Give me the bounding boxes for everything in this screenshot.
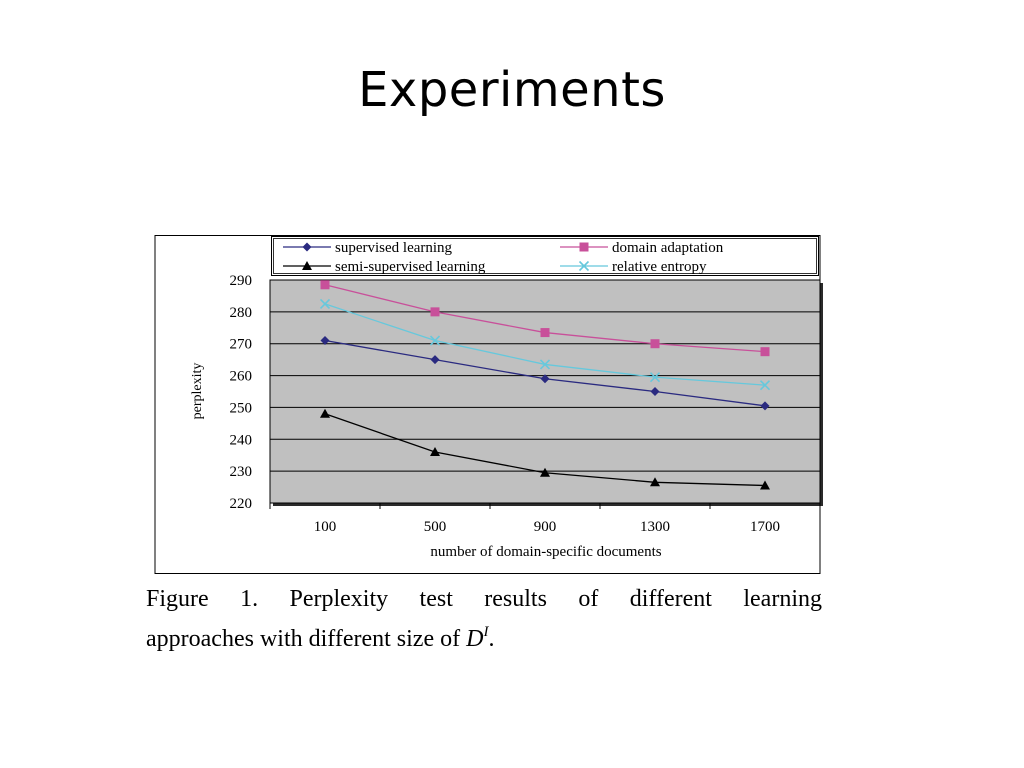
data-point: [539, 359, 551, 370]
data-point: [320, 336, 330, 346]
x-tick-label: 900: [534, 519, 557, 535]
slide-title: Experiments: [358, 62, 666, 118]
x-tick-label: 100: [314, 519, 337, 535]
legend-marker: [302, 242, 312, 252]
data-point: [650, 387, 660, 396]
legend-label: semi-supervised learning: [335, 259, 486, 275]
caption-line-2: approaches with different size of DI.: [146, 616, 822, 656]
data-point: [760, 347, 770, 357]
x-axis-label: number of domain-specific documents: [430, 544, 661, 560]
y-tick-label: 240: [230, 432, 253, 448]
data-point: [760, 480, 770, 490]
legend-label: domain adaptation: [612, 240, 724, 256]
caption-symbol: DI: [466, 624, 489, 652]
caption-word: Perplexity: [289, 586, 389, 612]
caption-text: approaches with different size of: [146, 626, 461, 652]
legend-label: supervised learning: [335, 240, 453, 256]
caption-line-1: Figure 1. Perplexity test results of different…: [146, 583, 822, 616]
data-point: [540, 328, 550, 338]
caption-word: Figure: [146, 586, 209, 612]
data-point: [759, 380, 771, 391]
legend-inner-border: [273, 238, 817, 274]
y-axis-label: perplexity: [190, 363, 205, 420]
caption-word: test: [419, 586, 453, 612]
legend-marker: [578, 260, 590, 272]
data-point: [429, 335, 441, 346]
y-tick-label: 270: [230, 337, 253, 353]
caption-word: different: [629, 586, 712, 612]
data-point: [760, 401, 770, 411]
y-tick-label: 290: [230, 273, 253, 289]
data-point: [320, 280, 330, 290]
data-point: [430, 447, 440, 457]
y-tick-label: 230: [230, 464, 253, 480]
data-point: [650, 477, 660, 487]
x-tick-label: 500: [424, 519, 447, 535]
caption-word: of: [578, 586, 599, 612]
y-tick-label: 250: [230, 400, 253, 416]
x-tick-label: 1700: [750, 519, 780, 535]
x-tick-label: 1300: [640, 519, 670, 535]
data-point: [319, 298, 331, 309]
y-tick-label: 260: [230, 369, 253, 385]
legend-label: relative entropy: [612, 259, 707, 275]
plot-area: [269, 279, 821, 504]
y-tick-label: 220: [230, 496, 253, 512]
data-point: [320, 408, 330, 418]
legend-box: [271, 236, 819, 276]
caption-word: 1.: [240, 586, 259, 612]
data-point: [540, 467, 550, 477]
figure-caption: Figure 1. Perplexity test results of different…: [146, 583, 822, 656]
data-point: [430, 355, 440, 365]
data-point: [540, 374, 550, 384]
legend-marker: [579, 242, 589, 252]
data-point: [650, 339, 660, 349]
caption-word: results: [484, 586, 547, 612]
caption-end: .: [488, 626, 495, 652]
data-point: [649, 372, 661, 383]
data-point: [430, 307, 440, 317]
legend-marker: [302, 261, 312, 270]
caption-word: learning: [743, 586, 822, 612]
y-tick-label: 280: [230, 305, 253, 321]
